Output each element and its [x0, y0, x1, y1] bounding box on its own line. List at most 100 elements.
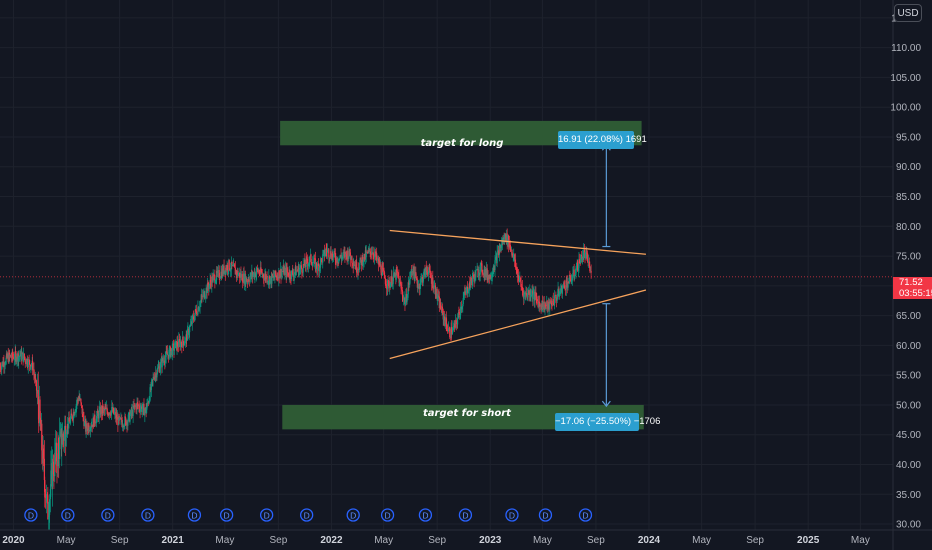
- candle-body: [106, 407, 108, 412]
- candle-body: [162, 360, 165, 362]
- candle-body: [112, 407, 115, 414]
- candles: [0, 228, 592, 537]
- candle-body: [480, 263, 483, 264]
- candle-body: [237, 270, 239, 276]
- candle-body: [366, 251, 369, 253]
- candle-body: [521, 286, 524, 291]
- candle-body: [79, 396, 81, 400]
- candle-body: [269, 278, 271, 285]
- candle-body: [587, 253, 589, 263]
- dividend-marker-label: D: [350, 510, 356, 520]
- candle-body: [229, 269, 232, 271]
- candle-body: [423, 269, 425, 273]
- candle-body: [479, 264, 481, 275]
- candle-body: [316, 262, 318, 269]
- candle-body: [554, 295, 556, 296]
- dividend-marker: [300, 508, 314, 522]
- candle-body: [148, 400, 150, 404]
- candle-body: [542, 307, 544, 310]
- candle-body: [39, 417, 42, 431]
- long-target-label: target for long: [420, 138, 504, 149]
- candle-body: [203, 291, 206, 299]
- candle-body: [70, 413, 72, 419]
- candle-body: [587, 261, 590, 263]
- candle-body: [302, 264, 304, 273]
- candle-body: [393, 272, 395, 278]
- candle-body: [85, 423, 87, 432]
- currency-button[interactable]: USD: [894, 4, 922, 22]
- candle-body: [192, 316, 195, 320]
- candle-body: [99, 407, 101, 411]
- candle-body: [558, 291, 560, 297]
- candle-body: [151, 379, 153, 382]
- y-tick-label: 80.00: [896, 222, 921, 233]
- candle-body: [215, 279, 217, 283]
- candle-body: [323, 250, 325, 252]
- candle-body: [14, 351, 16, 360]
- candle-body: [166, 352, 169, 355]
- candle-body: [563, 282, 565, 286]
- candle-body: [293, 272, 296, 275]
- candle-body: [326, 250, 328, 253]
- candle-body: [42, 448, 45, 459]
- candle-body: [176, 341, 179, 347]
- candle-body: [383, 268, 385, 272]
- candle-body: [429, 267, 431, 271]
- candle-body: [37, 390, 39, 405]
- dividend-marker: [505, 508, 519, 522]
- candle-body: [416, 278, 418, 284]
- candle-body: [153, 378, 156, 380]
- candle-body: [313, 258, 315, 263]
- candle-body: [72, 418, 74, 420]
- candle-body: [357, 269, 360, 271]
- candle-body: [299, 267, 301, 270]
- candle-body: [26, 358, 29, 366]
- candle-body: [252, 271, 254, 277]
- candle-body: [562, 285, 564, 288]
- candle-body: [94, 414, 96, 423]
- candle-body: [530, 295, 533, 296]
- candle-body: [533, 291, 535, 294]
- candle-body: [71, 415, 73, 419]
- candle-body: [194, 314, 196, 321]
- candle-body: [188, 328, 190, 336]
- candle-body: [62, 433, 64, 445]
- candle-body: [22, 353, 25, 362]
- candle-body: [307, 263, 309, 267]
- candle-body: [517, 269, 519, 278]
- candle-body: [205, 295, 207, 298]
- candle-body: [196, 310, 198, 315]
- candle-body: [416, 283, 419, 289]
- candle-body: [488, 275, 490, 279]
- candle-body: [165, 351, 168, 353]
- candle-body: [168, 350, 170, 359]
- candle-body: [568, 274, 570, 284]
- candle-body: [456, 318, 459, 325]
- candle-body: [504, 234, 507, 240]
- candle-body: [266, 275, 268, 283]
- candle-body: [109, 412, 111, 415]
- candle-body: [197, 307, 199, 315]
- candle-body: [301, 268, 303, 273]
- candle-body: [340, 255, 342, 258]
- candle-body: [443, 316, 446, 321]
- candle-body: [525, 293, 527, 295]
- candle-body: [392, 283, 394, 286]
- candle-body: [268, 276, 270, 282]
- candle-body: [213, 275, 215, 276]
- candle-body: [170, 348, 172, 352]
- candle-body: [404, 298, 406, 306]
- candle-body: [377, 258, 380, 265]
- candle-body: [432, 277, 434, 289]
- candle-body: [4, 365, 6, 367]
- candle-body: [345, 251, 347, 257]
- candle-body: [293, 274, 295, 278]
- candle-body: [310, 261, 313, 264]
- candle-body: [30, 365, 32, 367]
- candle-body: [119, 417, 121, 420]
- candle-body: [92, 417, 95, 427]
- candle-body: [400, 281, 402, 285]
- candle-body: [299, 265, 302, 268]
- candle-body: [573, 275, 576, 277]
